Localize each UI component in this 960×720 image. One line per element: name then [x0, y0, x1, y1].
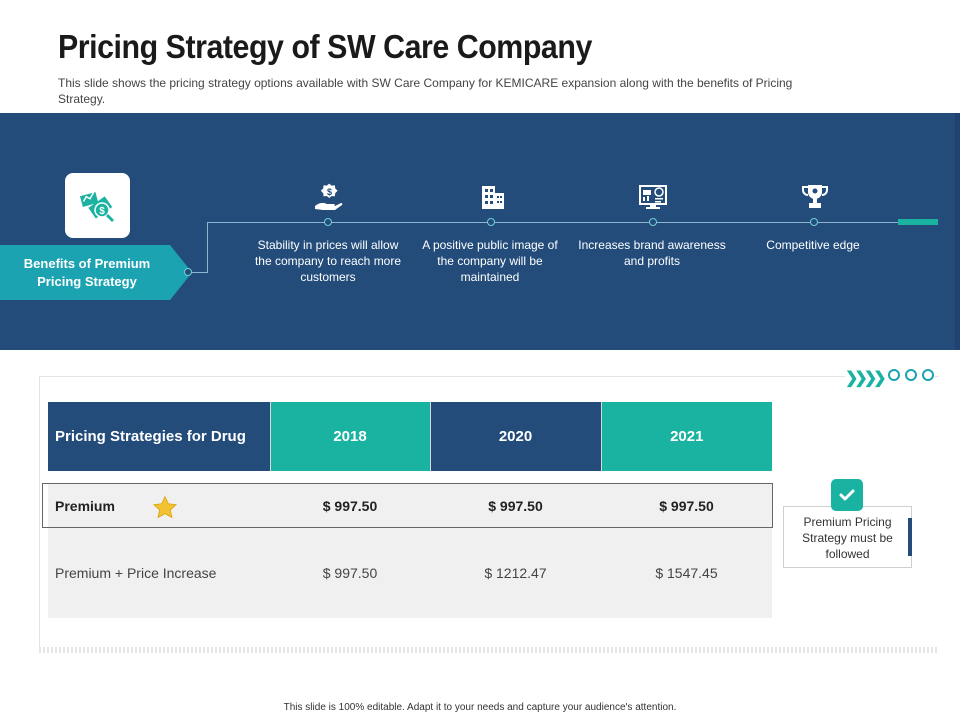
- benefits-tag: Benefits of Premium Pricing Strategy: [0, 245, 192, 300]
- timeline-connector-vertical: [207, 222, 208, 272]
- benefit-text-4: Competitive edge: [766, 238, 860, 252]
- benefits-tag-label: Benefits of Premium Pricing Strategy: [23, 255, 151, 289]
- table-cell: $ 997.50: [430, 483, 601, 528]
- note-text: Premium Pricing Strategy must be followe…: [802, 515, 893, 561]
- pager-dot-1: [888, 369, 900, 381]
- pricing-icon-card: $: [65, 173, 130, 238]
- header-2018: 2018: [269, 402, 430, 471]
- premium-row-highlight: [42, 483, 773, 528]
- table-cell: $ 997.50: [270, 528, 430, 618]
- dollar-hand-icon: $: [314, 182, 344, 212]
- pager-dots: [888, 369, 934, 381]
- check-icon: [831, 479, 863, 511]
- table-cell: $ 1547.45: [601, 528, 772, 618]
- table-cell: $ 997.50: [270, 483, 430, 528]
- timeline-node-start: [184, 268, 192, 276]
- chevrons-icon: ❯❯❯❯: [845, 368, 889, 388]
- header-2020: 2020: [429, 402, 601, 471]
- slide-subtitle: This slide shows the pricing strategy op…: [58, 76, 793, 106]
- benefits-band: [0, 113, 960, 350]
- monitor-analytics-icon: [638, 182, 668, 212]
- recommendation-note: Premium Pricing Strategy must be followe…: [783, 506, 912, 568]
- benefit-text-2: A positive public image of the company w…: [422, 238, 558, 284]
- pricing-table: Pricing Strategies for Drug 2018 2020 20…: [48, 402, 772, 618]
- star-icon: [152, 495, 178, 526]
- table-header-row: Pricing Strategies for Drug 2018 2020 20…: [48, 402, 772, 471]
- timeline-line: [208, 222, 903, 223]
- money-chart-icon: $: [79, 191, 114, 222]
- timeline-connector-horizontal: [188, 272, 208, 273]
- table-cell: $ 1212.47: [430, 528, 601, 618]
- table-cell: $ 997.50: [601, 483, 772, 528]
- svg-text:$: $: [327, 187, 332, 197]
- benefit-text-3: Increases brand awareness and profits: [578, 238, 726, 268]
- band-edge: [955, 113, 960, 350]
- timeline-node-4: [810, 218, 818, 226]
- benefit-text-1: Stability in prices will allow the compa…: [254, 238, 402, 284]
- pager-dot-2: [905, 369, 917, 381]
- note-accent-bar: [908, 518, 912, 556]
- svg-text:$: $: [99, 206, 105, 217]
- strategy-panel: [39, 376, 939, 650]
- timeline-node-3: [649, 218, 657, 226]
- pager-dot-3: [922, 369, 934, 381]
- slide-title: Pricing Strategy of SW Care Company: [58, 28, 592, 65]
- timeline-node-1: [324, 218, 332, 226]
- timeline-end-bar: [898, 219, 938, 225]
- trophy-icon: [800, 182, 830, 212]
- table-row: Premium $ 997.50 $ 997.50 $ 997.50: [48, 483, 772, 528]
- header-strategy: Pricing Strategies for Drug: [48, 402, 270, 471]
- table-row: Premium + Price Increase $ 997.50 $ 1212…: [48, 528, 772, 618]
- panel-bottom-border: [39, 647, 939, 653]
- building-icon: [477, 182, 507, 212]
- footer-note: This slide is 100% editable. Adapt it to…: [283, 702, 677, 713]
- timeline-node-2: [487, 218, 495, 226]
- header-2021: 2021: [600, 402, 772, 471]
- row-label: Premium + Price Increase: [48, 528, 270, 618]
